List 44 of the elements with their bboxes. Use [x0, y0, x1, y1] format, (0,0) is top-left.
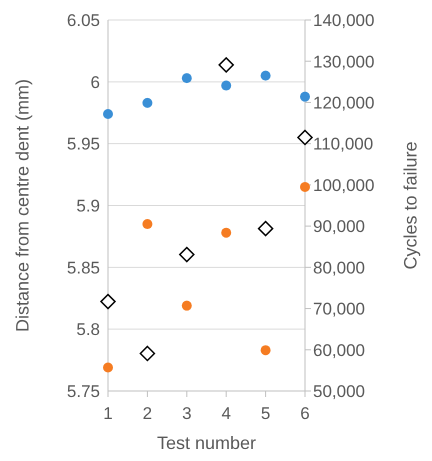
y-tick-label: 5.85	[66, 258, 100, 278]
y2-tick-label: 110,000	[313, 134, 374, 154]
point	[258, 220, 274, 236]
x-tick-label: 4	[221, 404, 231, 424]
y2-tick-label: 100,000	[313, 176, 374, 195]
point	[103, 108, 113, 119]
point	[300, 92, 310, 102]
y2-tick-label: 80,000	[313, 258, 365, 278]
point	[300, 182, 310, 192]
y2-tick-label: 60,000	[313, 340, 365, 360]
point	[182, 73, 192, 84]
point	[142, 98, 152, 108]
y-tick-label: 5.8	[76, 320, 100, 340]
point	[103, 362, 113, 373]
point	[297, 130, 313, 146]
point	[260, 345, 271, 356]
y-tick-label: 6.05	[66, 11, 100, 30]
x-tick-label: 6	[300, 404, 310, 424]
x-tick-label: 2	[142, 404, 152, 424]
y2-tick-label: 90,000	[313, 217, 365, 236]
point	[260, 70, 271, 81]
point	[100, 294, 116, 310]
y-tick-label: 5.95	[66, 134, 100, 154]
point	[218, 57, 234, 73]
y-axis-title: Distance from centre dent (mm)	[12, 78, 32, 332]
point	[221, 228, 232, 238]
x-axis-title: Test number	[156, 433, 256, 453]
point	[140, 346, 156, 362]
x-tick-label: 3	[182, 404, 192, 424]
y2-tick-label: 140,000	[313, 11, 374, 30]
y-tick-label: 5.9	[76, 196, 100, 216]
y2-tick-label: 70,000	[313, 300, 365, 319]
point	[179, 246, 195, 262]
y-tick-label: 5.75	[66, 382, 100, 402]
y-tick-label: 6	[90, 72, 100, 92]
y2-tick-label: 50,000	[313, 382, 365, 402]
x-tick-label: 1	[103, 404, 113, 424]
y2-axis-title: Cycles to failure	[400, 141, 420, 270]
x-tick-label: 5	[260, 404, 270, 424]
point	[182, 300, 192, 311]
y2-tick-label: 130,000	[313, 52, 374, 72]
point	[221, 80, 232, 91]
point	[142, 219, 152, 230]
y2-tick-label: 120,000	[313, 93, 374, 112]
